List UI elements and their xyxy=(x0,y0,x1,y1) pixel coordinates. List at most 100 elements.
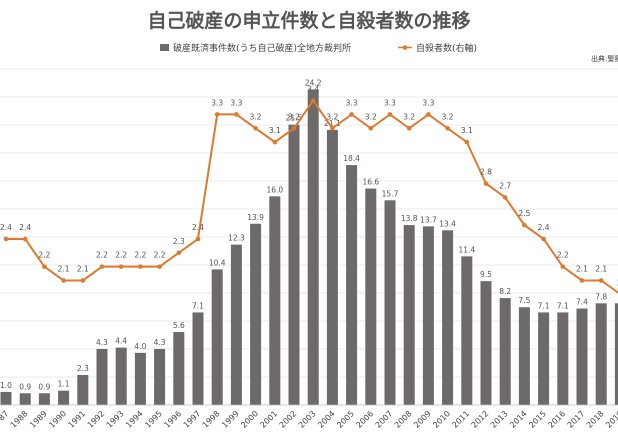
line-point xyxy=(214,112,220,117)
bar xyxy=(0,391,12,405)
x-tick-label: 1999 xyxy=(220,409,241,430)
x-tick-label: 2008 xyxy=(393,409,414,430)
bar xyxy=(288,124,300,405)
bar-data-label: 1.0 xyxy=(0,381,12,390)
line-point xyxy=(253,125,258,131)
line-data-label: 2.2 xyxy=(557,251,569,260)
bar xyxy=(557,312,569,405)
x-tick-label: 2019 xyxy=(604,409,618,430)
x-tick-label: 1994 xyxy=(124,409,145,430)
x-tick-label: 2000 xyxy=(239,409,260,430)
line-point xyxy=(445,125,450,131)
line-point xyxy=(118,264,124,269)
bar-data-label: 7.1 xyxy=(192,301,204,310)
x-tick-label: 1992 xyxy=(86,409,107,430)
line-point xyxy=(579,278,585,283)
legend: 破産既済事件数(うち自己破産)全地方裁判所 自殺者数(右軸) xyxy=(160,42,477,54)
bar-data-label: 15.7 xyxy=(382,189,399,198)
line-data-label: 3.1 xyxy=(461,126,473,135)
bar-data-label: 21.5 xyxy=(286,114,303,123)
bar xyxy=(595,303,607,405)
x-tick-label: 87 xyxy=(0,409,10,423)
bar xyxy=(115,347,127,405)
bar-data-label: 7.1 xyxy=(538,301,550,310)
bar xyxy=(307,89,319,405)
line-point xyxy=(330,125,335,131)
bar-data-label: 7.1 xyxy=(557,301,569,310)
line-data-label: 2.2 xyxy=(115,251,127,260)
line-data-label: 2.7 xyxy=(499,181,511,190)
line-data-label: 2.8 xyxy=(480,168,492,177)
line-data-label: 2.4 xyxy=(0,223,12,232)
legend-bar-swatch xyxy=(160,44,169,51)
line-point xyxy=(387,112,393,117)
bar xyxy=(538,312,550,405)
line-data-label: 3.3 xyxy=(230,98,242,107)
bar-data-label: 7.4 xyxy=(576,298,588,307)
bar-data-label: 4.0 xyxy=(134,342,146,351)
bar xyxy=(134,352,146,405)
x-tick-label: 2014 xyxy=(508,409,529,430)
bar-data-label: 13.9 xyxy=(247,213,264,222)
bar-data-label: 1.1 xyxy=(58,380,70,389)
bar-data-label: 16.6 xyxy=(362,178,379,187)
x-axis-tick-labels: 8719881989199019911992199319941995199619… xyxy=(0,409,618,430)
line-point xyxy=(464,139,470,145)
x-tick-label: 2017 xyxy=(566,409,587,430)
line-point xyxy=(22,236,28,242)
x-tick-label: 2005 xyxy=(335,409,356,430)
line-point xyxy=(3,236,9,242)
bar-data-label: 16.0 xyxy=(266,185,283,194)
line-data-label: 2. xyxy=(617,278,618,287)
line-point xyxy=(195,236,201,242)
x-tick-label: 2009 xyxy=(412,409,433,430)
x-tick-label: 1996 xyxy=(162,409,183,430)
line-data-label: 2.4 xyxy=(538,223,550,232)
bar xyxy=(576,308,588,405)
bar-data-label: 21.1 xyxy=(324,119,341,128)
line-point xyxy=(368,125,374,131)
line-point xyxy=(157,264,162,269)
bar-data-label: 18.4 xyxy=(343,154,360,163)
x-tick-label: 2016 xyxy=(546,409,567,430)
line-data-label: 3.4 xyxy=(307,85,319,94)
line-point xyxy=(291,125,297,131)
line-data-label: 2.3 xyxy=(173,237,185,246)
line-point xyxy=(61,278,66,283)
x-tick-label: 2012 xyxy=(470,409,491,430)
chart-title: 自己破産の申立件数と自殺者数の推移 xyxy=(147,9,470,32)
bar xyxy=(480,281,492,405)
line-data-label: 3.3 xyxy=(384,98,396,107)
line-point xyxy=(522,222,527,228)
bar xyxy=(211,269,223,405)
line-point xyxy=(502,195,508,200)
bar-data-label: 13.7 xyxy=(420,215,437,224)
x-tick-label: 2003 xyxy=(297,409,318,430)
line-point xyxy=(426,112,431,117)
bar xyxy=(96,348,108,405)
x-tick-label: 2018 xyxy=(585,409,606,430)
line-data-label: 2.2 xyxy=(134,251,146,260)
bar-data-label: 13.4 xyxy=(439,219,456,228)
bar-data-label: 4.3 xyxy=(154,338,166,347)
line-data-label: 3.2 xyxy=(326,112,338,121)
bar-data-label: 0.9 xyxy=(38,382,50,391)
line-point xyxy=(138,264,143,269)
x-tick-label: 1991 xyxy=(66,409,87,430)
bar-data-label: 7.5 xyxy=(518,296,530,305)
bar-data-label: 9.5 xyxy=(480,270,492,279)
bar xyxy=(442,230,454,405)
x-tick-label: 2006 xyxy=(354,409,375,430)
line-point xyxy=(234,112,239,117)
bar-data-labels: 1.0 0.9 0.9 1.1 2.3 4.3 4.4 4.0 4.3 5.6 7.1 10.4 12.… xyxy=(0,78,607,391)
line-point xyxy=(483,181,489,186)
x-tick-label: 2011 xyxy=(450,409,471,430)
x-tick-label: 1995 xyxy=(143,409,164,430)
line-data-label: 2.1 xyxy=(77,264,89,273)
x-tick-label: 1988 xyxy=(9,409,30,430)
line-data-labels: 2.4 2.4 2.2 2.1 2.1 2.2 2.2 2.2 2.2 2.3 2.4 3.3 3.3 3… xyxy=(0,85,618,288)
x-tick-label: 2010 xyxy=(431,409,452,430)
bar xyxy=(38,393,50,405)
legend-line-marker xyxy=(402,45,408,50)
